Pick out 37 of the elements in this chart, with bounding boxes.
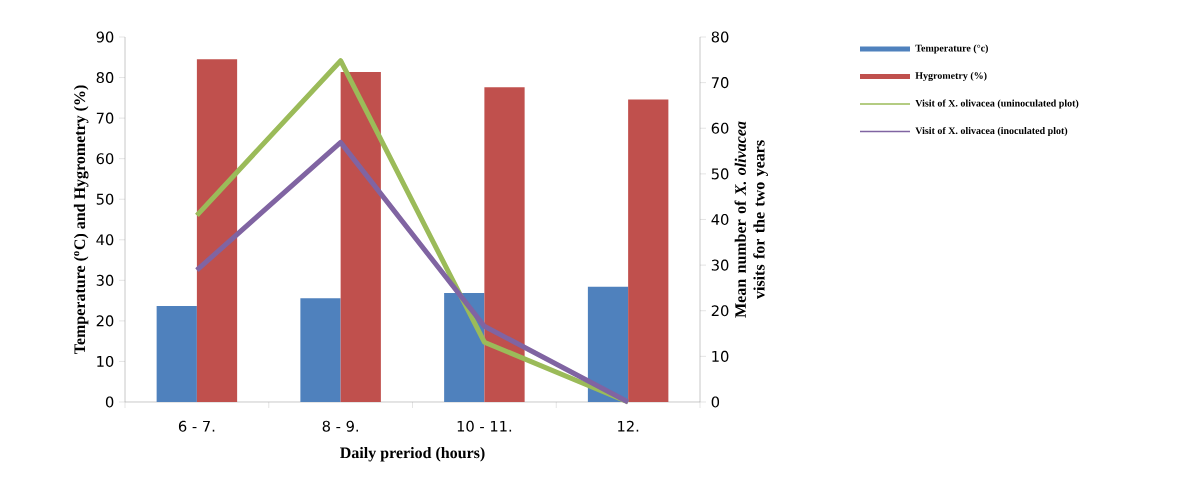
bar [300, 298, 341, 402]
y-tick-label: 70 [96, 112, 114, 124]
y2-tick-label: 60 [711, 122, 729, 134]
y-tick-label: 30 [96, 274, 114, 286]
legend-label: Visit of X. olivacea (uninoculated plot) [915, 99, 1079, 109]
y2-tick-label: 30 [711, 259, 729, 271]
y2-tick-label: 0 [711, 396, 720, 408]
bar [196, 59, 238, 402]
y-tick-label: 90 [96, 31, 114, 43]
y-tick-label: 40 [96, 234, 114, 246]
y-tick-label: 0 [105, 396, 114, 408]
y2-tick-label: 10 [712, 350, 729, 362]
x-tick-label: 10 - 11. [457, 420, 512, 432]
x-tick-label: 8 - 9. [322, 420, 358, 432]
y-tick-label: 60 [96, 153, 114, 165]
bar [587, 286, 629, 402]
y2-tick-label: 50 [711, 168, 729, 180]
bar [156, 305, 197, 402]
bar [628, 99, 669, 402]
bar [340, 71, 381, 402]
y-axis-title: Temperature ($^{o}$C) and Hygrometry (%) [73, 85, 89, 355]
legend-label: Visit of X. olivacea (inoculated plot) [915, 126, 1068, 137]
y2-tick-label: 70 [711, 77, 729, 89]
y-tick-label: 50 [96, 193, 114, 205]
y-tick-label: 20 [96, 315, 114, 327]
x-tick-label: 12. [618, 420, 639, 432]
y-tick-label: 10 [97, 355, 114, 367]
bar [484, 87, 525, 402]
y2-tick-label: 40 [711, 213, 729, 226]
y2-tick-label: 80 [711, 31, 729, 43]
legend-label: Hygrometry (%) [915, 71, 987, 82]
y-tick-label: 80 [96, 72, 114, 84]
legend-label: Temperature (°c) [915, 44, 988, 54]
bar [444, 292, 485, 402]
y2-tick-label: 20 [711, 305, 729, 317]
x-axis-title: Daily preriod (hours) [340, 446, 485, 462]
x-tick-label: 6 - 7. [178, 420, 215, 432]
